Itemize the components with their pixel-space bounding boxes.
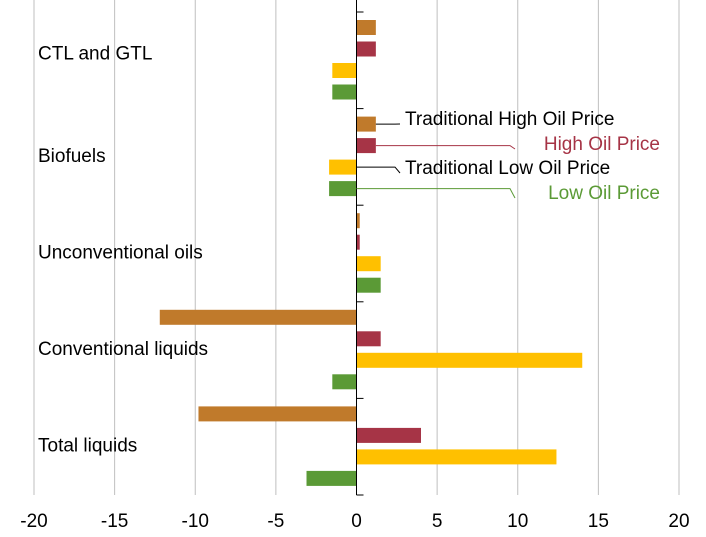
x-tick-label: 20 xyxy=(668,511,689,532)
bar xyxy=(356,277,381,293)
x-tick-label: 5 xyxy=(432,511,443,532)
bar xyxy=(356,234,360,250)
x-tick-label: -5 xyxy=(267,511,284,532)
series-label: High Oil Price xyxy=(544,134,660,155)
bar xyxy=(356,213,360,229)
leader-line xyxy=(356,166,401,174)
bar xyxy=(332,84,357,100)
x-tick-label: -15 xyxy=(101,511,128,532)
series-label: Low Oil Price xyxy=(548,183,660,204)
category-label: CTL and GTL xyxy=(38,43,152,64)
bar xyxy=(332,374,357,390)
x-tick-label: 0 xyxy=(351,511,362,532)
leader-line xyxy=(375,145,516,150)
series-label: Traditional Low Oil Price xyxy=(405,158,610,179)
leader-line xyxy=(356,188,516,199)
x-tick-label: -10 xyxy=(182,511,209,532)
series-label: Traditional High Oil Price xyxy=(405,109,614,130)
bar xyxy=(356,138,376,154)
x-tick-label: 10 xyxy=(507,511,528,532)
bar xyxy=(356,449,557,465)
bar xyxy=(198,406,357,422)
category-label: Biofuels xyxy=(38,146,106,167)
bar xyxy=(356,331,381,347)
bar xyxy=(356,352,583,368)
bar xyxy=(306,470,357,486)
x-tick-label: -20 xyxy=(20,511,47,532)
x-tick-label: 15 xyxy=(588,511,609,532)
bar xyxy=(329,159,357,175)
bar xyxy=(356,427,421,443)
bar xyxy=(356,256,381,272)
bar xyxy=(329,181,357,197)
bar xyxy=(159,309,357,325)
bar xyxy=(332,63,357,78)
bar xyxy=(356,116,376,132)
bar xyxy=(356,20,376,35)
category-label: Unconventional oils xyxy=(38,243,203,264)
category-label: Conventional liquids xyxy=(38,339,208,360)
category-label: Total liquids xyxy=(38,436,137,457)
bar xyxy=(356,41,376,57)
